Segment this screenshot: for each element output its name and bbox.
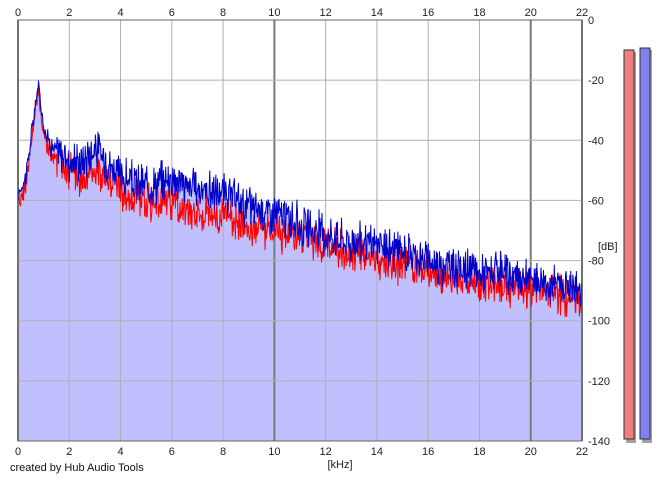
x-tick-label-bottom: 18 <box>473 446 485 458</box>
x-tick-label-bottom: 12 <box>320 446 332 458</box>
x-tick-label-top: 20 <box>525 7 537 19</box>
y-tick-label: -40 <box>588 135 604 147</box>
grid-lines <box>17 19 583 442</box>
level-meter-bar <box>639 47 651 440</box>
x-tick-label-bottom: 14 <box>371 446 383 458</box>
y-tick-label: -140 <box>588 436 610 448</box>
x-tick-label-bottom: 16 <box>422 446 434 458</box>
x-tick-label-bottom: 2 <box>66 446 72 458</box>
y-tick-label: -20 <box>588 75 604 87</box>
x-tick-label-top: 12 <box>320 7 332 19</box>
y-axis-label: [dB] <box>598 241 618 253</box>
x-tick-label-bottom: 20 <box>525 446 537 458</box>
x-tick-label-top: 16 <box>422 7 434 19</box>
y-tick-label: -80 <box>588 256 604 268</box>
x-tick-label-top: 22 <box>576 7 588 19</box>
plot-frame <box>17 19 583 442</box>
x-tick-label-bottom: 4 <box>117 446 123 458</box>
x-tick-label-top: 4 <box>117 7 123 19</box>
level-meter-bar <box>623 49 635 440</box>
credit-text: created by Hub Audio Tools <box>10 462 144 474</box>
y-tick-label: 0 <box>588 15 594 27</box>
x-tick-label-top: 14 <box>371 7 383 19</box>
y-tick-label: -60 <box>588 195 604 207</box>
x-tick-label-top: 6 <box>169 7 175 19</box>
x-tick-label-bottom: 0 <box>15 446 21 458</box>
x-tick-label-top: 18 <box>473 7 485 19</box>
x-tick-label-bottom: 6 <box>169 446 175 458</box>
x-tick-label-bottom: 22 <box>576 446 588 458</box>
y-tick-label: -120 <box>588 376 610 388</box>
x-tick-label-top: 2 <box>66 7 72 19</box>
series-line-blue <box>17 80 583 307</box>
x-tick-label-top: 8 <box>220 7 226 19</box>
x-tick-label-top: 10 <box>268 7 280 19</box>
y-tick-label: -100 <box>588 316 610 328</box>
x-tick-label-bottom: 10 <box>268 446 280 458</box>
x-tick-label-top: 0 <box>15 7 21 19</box>
x-axis-label: [kHz] <box>327 459 352 471</box>
x-tick-label-bottom: 8 <box>220 446 226 458</box>
